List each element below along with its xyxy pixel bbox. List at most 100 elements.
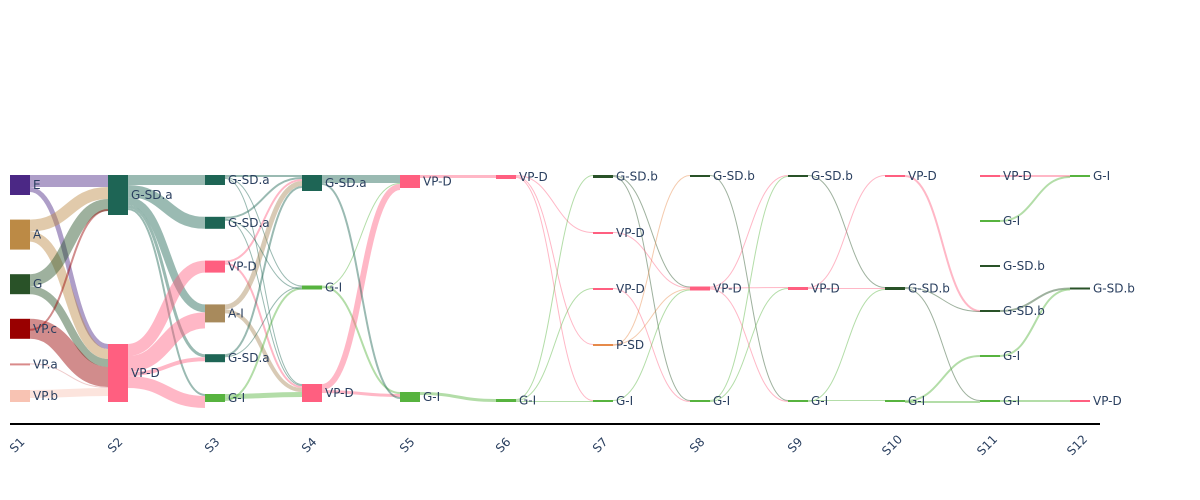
sankey-node-label: G-I <box>713 394 730 408</box>
sankey-link <box>515 288 594 401</box>
sankey-node <box>10 274 30 295</box>
sankey-link <box>904 288 981 401</box>
sankey-link <box>127 205 206 358</box>
sankey-node <box>10 175 30 195</box>
sankey-node-label: G-I <box>325 281 342 295</box>
sankey-link <box>29 199 109 287</box>
stage-label: S1 <box>7 435 28 456</box>
sankey-link <box>999 287 1071 312</box>
sankey-link <box>999 176 1071 222</box>
sankey-link <box>709 288 789 402</box>
sankey-node-label: G-I <box>1003 349 1020 363</box>
sankey-link <box>515 175 594 400</box>
sankey-node <box>10 390 30 402</box>
sankey-node <box>10 219 30 250</box>
sankey-node <box>690 400 710 402</box>
sankey-node <box>788 175 808 177</box>
sankey-link <box>224 178 303 385</box>
stage-axis-labels: S1 S2 S3 S4 S5 S6 S7 S8 S9 S10 S11 S12 <box>7 432 1090 458</box>
stage-label: S3 <box>202 435 223 456</box>
sankey-link <box>224 286 303 358</box>
sankey-node-label: VP-D <box>131 366 160 380</box>
sankey-link <box>612 175 691 288</box>
sankey-link <box>29 187 109 349</box>
sankey-node <box>496 175 516 179</box>
sankey-link <box>127 312 206 372</box>
sankey-node-label: VP.a <box>33 357 58 371</box>
sankey-node <box>980 265 1000 267</box>
sankey-link <box>224 219 303 290</box>
sankey-link <box>515 175 594 233</box>
sankey-node <box>980 175 1000 177</box>
sankey-node-label: G-I <box>423 390 440 404</box>
sankey-node <box>593 175 613 178</box>
sankey-node-label: VP-D <box>1003 169 1032 183</box>
sankey-node <box>302 285 322 290</box>
sankey-node <box>690 175 710 177</box>
sankey-node-label: G-SD.a <box>131 188 173 202</box>
sankey-node <box>496 399 516 402</box>
sankey-node-label: G-SD.b <box>811 169 853 183</box>
sankey-node <box>788 400 808 402</box>
sankey-node-label: G-I <box>1003 394 1020 408</box>
sankey-node-label: G-I <box>228 391 245 405</box>
sankey-node <box>302 175 322 191</box>
sankey-link <box>127 357 206 376</box>
sankey-node-label: VP-D <box>616 282 645 296</box>
sankey-link <box>999 288 1071 357</box>
sankey-node-label: G-I <box>811 394 828 408</box>
sankey-node <box>885 287 905 290</box>
stage-label: S6 <box>493 435 514 456</box>
stage-label: S8 <box>687 435 708 456</box>
sankey-node <box>302 384 322 402</box>
sankey-link <box>321 183 401 289</box>
sankey-node <box>205 394 225 402</box>
sankey-node <box>980 220 1000 222</box>
sankey-node <box>400 392 420 402</box>
sankey-link <box>224 262 303 388</box>
sankey-link <box>904 175 981 312</box>
sankey-node-label: G-I <box>1003 214 1020 228</box>
sankey-nodes: E A G VP.c VP.a VP.b G-SD.a VP-D G-SD.a G-SD.a VP-… <box>10 169 1135 408</box>
sankey-node <box>593 232 613 234</box>
sankey-link <box>612 289 691 401</box>
sankey-link <box>612 232 691 289</box>
stage-label: S10 <box>879 432 905 458</box>
sankey-link <box>321 184 401 390</box>
sankey-node-label: VP-D <box>616 226 645 240</box>
sankey-node-label: G-SD.b <box>713 169 755 183</box>
sankey-node <box>593 400 613 402</box>
sankey-node-label: G-SD.b <box>908 282 950 296</box>
sankey-link <box>127 197 206 313</box>
sankey-link <box>321 285 401 394</box>
sankey-link <box>709 288 789 402</box>
sankey-node <box>690 286 710 291</box>
sankey-link <box>709 176 789 401</box>
sankey-link <box>29 231 109 359</box>
sankey-link <box>612 175 691 346</box>
sankey-node-label: G-SD.a <box>228 351 270 365</box>
stage-label: S12 <box>1064 432 1090 458</box>
sankey-node-label: P-SD <box>616 338 644 352</box>
sankey-node-label: VP.b <box>33 389 58 403</box>
sankey-link <box>419 392 497 402</box>
sankey-link <box>224 287 303 401</box>
sankey-node-label: G-SD.a <box>228 216 270 230</box>
stage-label: S11 <box>974 432 1000 458</box>
sankey-node <box>10 363 30 366</box>
sankey-node <box>108 175 128 215</box>
sankey-link <box>612 288 691 345</box>
sankey-node <box>108 344 128 402</box>
stage-label: S5 <box>397 435 418 456</box>
sankey-link <box>224 177 303 219</box>
sankey-node-label: G <box>33 277 42 291</box>
sankey-node-label: G-SD.b <box>1093 282 1135 296</box>
sankey-link <box>807 175 886 288</box>
sankey-node <box>788 287 808 290</box>
sankey-node-label: VP-D <box>1093 394 1122 408</box>
sankey-node <box>205 304 225 323</box>
sankey-node-label: VP-D <box>811 282 840 296</box>
sankey-links <box>29 174 1071 408</box>
sankey-link <box>224 186 303 357</box>
sankey-node-label: G-I <box>1093 169 1110 183</box>
